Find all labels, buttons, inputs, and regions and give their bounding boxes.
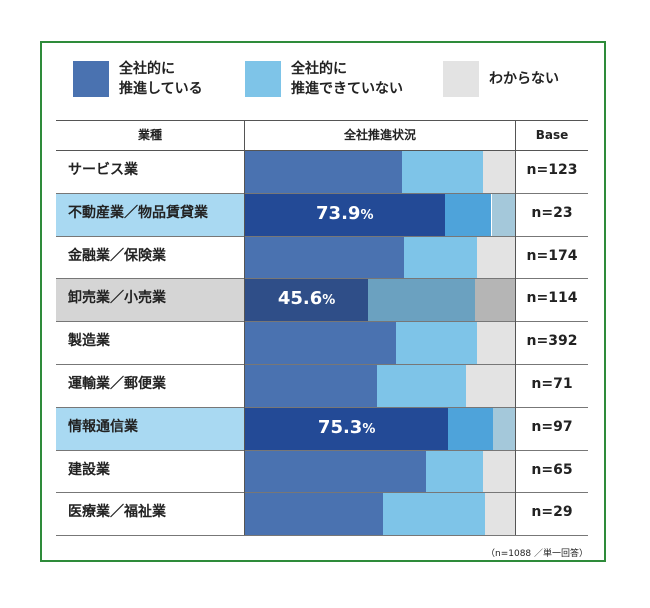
bar-segment-promoted — [245, 193, 445, 236]
header-bottom-line — [56, 150, 588, 151]
bar-segment-unknown — [477, 322, 515, 364]
row-highlight-bg — [56, 193, 244, 236]
bar-segment-not-promoted — [404, 236, 478, 279]
row-divider — [56, 406, 588, 408]
col-divider — [515, 321, 516, 364]
bar-segment-promoted — [245, 365, 378, 407]
col-divider — [515, 449, 516, 493]
bar-segment-not-promoted — [425, 450, 483, 493]
bar-value-unit: % — [322, 293, 336, 309]
row-base: n=174 — [526, 247, 578, 264]
legend-label-unknown: わからない — [489, 71, 559, 87]
table-top-line — [56, 120, 588, 121]
bar-segment-not-promoted — [448, 407, 493, 450]
header-base: Base — [535, 128, 569, 142]
bar-value-number: 73.9 — [316, 202, 361, 224]
bar-segment-promoted — [245, 493, 383, 536]
row-label: 金融業／保険業 — [68, 247, 166, 264]
row-label: 運輸業／郵便業 — [68, 376, 166, 392]
bar-segment-not-promoted — [444, 193, 492, 236]
col-divider — [244, 192, 245, 236]
bar-value-label: 45.6% — [245, 279, 368, 321]
col-divider — [244, 492, 245, 536]
col-divider — [515, 406, 516, 450]
row-base: n=71 — [531, 376, 573, 392]
bar-value-label: 73.9% — [245, 194, 445, 236]
row-highlight-bg — [56, 279, 244, 322]
bar-segment-promoted — [245, 450, 426, 493]
row-divider — [56, 235, 588, 237]
row-label: 情報通信業 — [68, 418, 138, 435]
col-divider — [515, 278, 516, 322]
row-base: n=29 — [531, 504, 573, 521]
col-divider — [244, 406, 245, 450]
bar-value-number: 75.3 — [317, 416, 363, 438]
row-divider — [56, 321, 588, 323]
bar-segment-unknown — [491, 193, 515, 236]
legend-swatch-promoted — [73, 61, 109, 97]
col-divider — [515, 364, 516, 407]
col-divider — [244, 150, 245, 193]
row-label: 製造業 — [68, 333, 110, 350]
row-base: n=114 — [526, 290, 578, 307]
bar-segment-unknown — [482, 450, 515, 493]
row-base: n=392 — [526, 333, 578, 350]
bar-segment-promoted — [245, 151, 402, 193]
bar-value-number: 45.6 — [277, 288, 323, 310]
header-industry: 業種 — [137, 128, 162, 142]
row-divider — [56, 449, 588, 451]
legend-swatch-not-promoted — [245, 61, 281, 97]
row-base: n=65 — [531, 461, 573, 478]
bar-segment-not-promoted — [382, 493, 486, 536]
bar-value-unit: % — [360, 207, 374, 223]
bar-segment-promoted — [245, 322, 397, 364]
row-divider — [56, 535, 588, 537]
bar-segment-promoted — [245, 236, 405, 279]
bar-segment-promoted — [245, 407, 449, 450]
bar-segment-not-promoted — [377, 365, 467, 407]
row-label: 建設業 — [68, 461, 110, 478]
bar-segment-unknown — [466, 365, 515, 407]
bar-segment-not-promoted — [396, 322, 478, 364]
chart-frame — [40, 41, 606, 562]
row-divider — [56, 492, 588, 494]
header-status: 全社推進状況 — [343, 128, 416, 142]
col-divider — [244, 235, 245, 279]
bar-segment-not-promoted — [401, 151, 483, 193]
row-divider — [56, 278, 588, 280]
col-divider — [244, 364, 245, 407]
row-divider — [56, 364, 588, 365]
row-label: サービス業 — [68, 162, 138, 178]
bar-value-unit: % — [362, 421, 376, 437]
bar-segment-not-promoted — [368, 279, 475, 322]
col-divider — [244, 449, 245, 493]
bar-segment-unknown — [477, 236, 515, 279]
row-label: 医療業／福祉業 — [68, 504, 166, 521]
bar-segment-unknown — [485, 493, 515, 536]
divider-base — [515, 120, 516, 150]
row-base: n=23 — [531, 204, 573, 221]
divider-label — [244, 120, 245, 150]
row-label: 不動産業／物品賃貸業 — [68, 204, 208, 221]
bar-segment-unknown — [492, 407, 515, 450]
row-base: n=97 — [531, 418, 573, 435]
row-label: 卸売業／小売業 — [68, 290, 166, 307]
row-divider — [56, 192, 588, 194]
bar-segment-promoted — [245, 279, 369, 322]
bar-value-label: 75.3% — [245, 408, 448, 450]
row-base: n=123 — [526, 162, 578, 178]
bar-segment-unknown — [482, 151, 515, 193]
legend-label-promoted: 全社的に 推進している — [119, 61, 203, 97]
legend-label-not-promoted: 全社的に 推進できていない — [291, 61, 403, 97]
col-divider — [515, 492, 516, 536]
row-highlight-bg — [56, 407, 244, 450]
footnote: （n=1088 ／単一回答） — [486, 549, 589, 559]
col-divider — [244, 321, 245, 364]
col-divider — [244, 278, 245, 322]
col-divider — [515, 150, 516, 193]
bar-segment-unknown — [474, 279, 515, 322]
col-divider — [515, 235, 516, 279]
legend-swatch-unknown — [443, 61, 479, 97]
col-divider — [515, 192, 516, 236]
